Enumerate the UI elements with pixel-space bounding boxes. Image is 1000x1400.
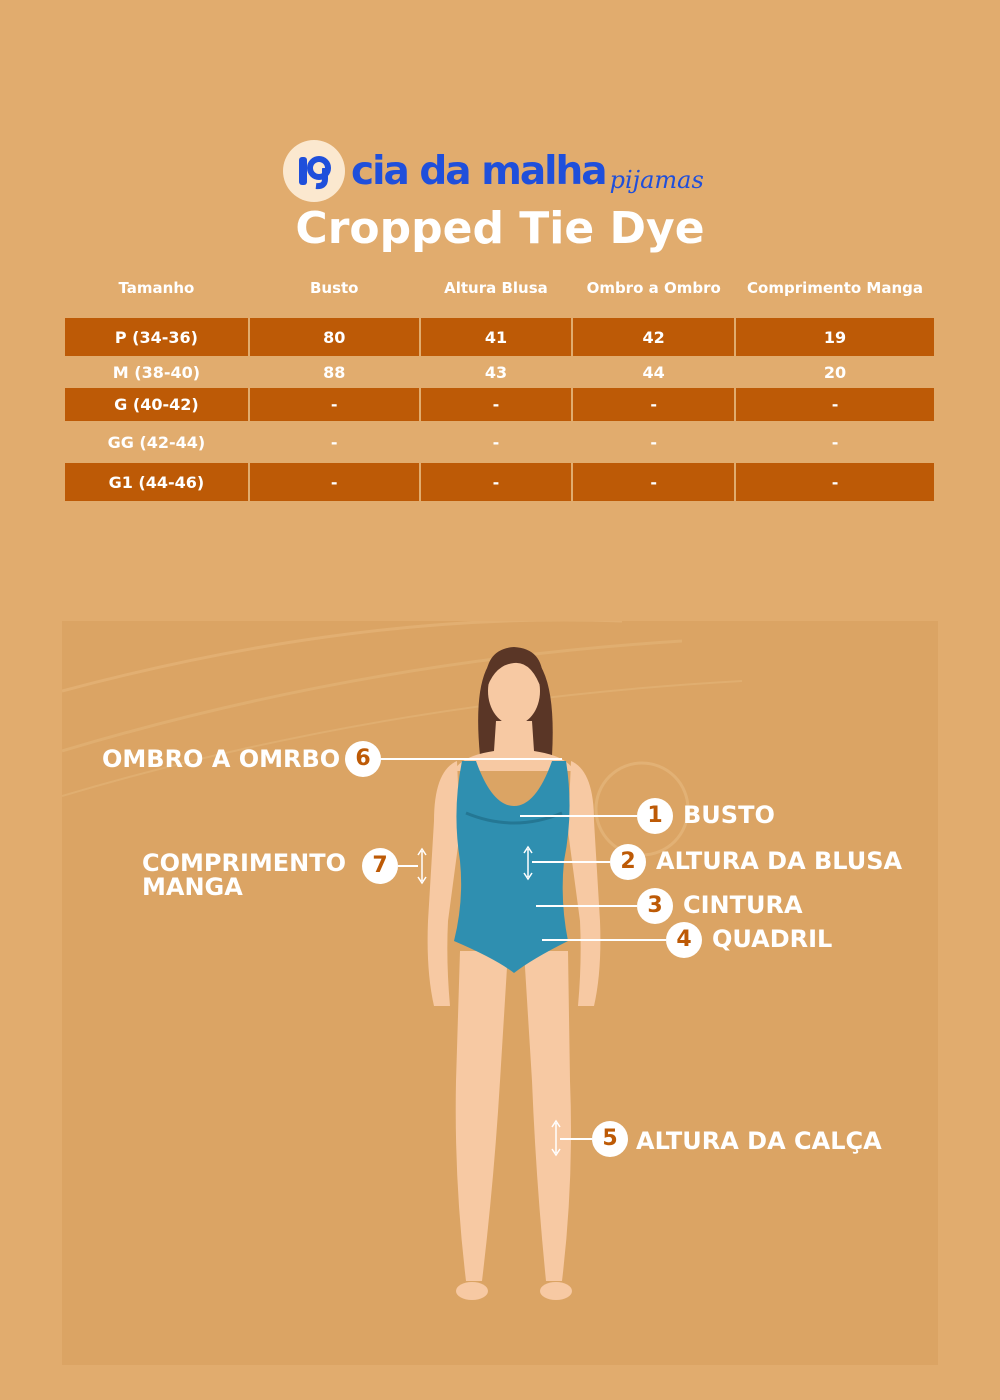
brand-sub: pijamas [609,166,704,194]
page-title: Cropped Tie Dye [295,203,705,254]
kg-logo-icon [283,140,345,202]
label-ombro: OMBRO A OMRBO [102,745,341,773]
cell-busto: - [330,432,338,452]
cell-manga: 20 [823,362,847,382]
cell-busto: 88 [323,362,346,382]
col-header-altura-blusa: Altura Blusa [444,279,548,297]
size-table: Tamanho Busto Altura Blusa Ombro a Ombro… [63,268,936,501]
marker-6: 6 [345,741,381,777]
table-row: G (40-42) - - - - [65,388,934,421]
cell-altura: - [492,432,500,452]
cell-busto: 80 [249,318,419,356]
cell-manga: - [831,432,839,452]
brand-logo: cia da malha pijamas [283,138,704,204]
col-header-manga: Comprimento Manga [747,279,924,297]
cell-ombro: 44 [642,362,665,382]
cell-altura: - [420,388,572,421]
label-quadril: QUADRIL [712,925,833,953]
cell-size: M (38-40) [112,362,201,382]
col-header-ombro: Ombro a Ombro [586,279,721,297]
marker-5: 5 [592,1121,628,1157]
body-figure [62,621,743,1300]
label-comprimento: COMPRIMENTO [142,849,347,877]
table-row: G1 (44-46) - - - - [65,463,934,501]
cell-manga: - [736,463,934,501]
label-altura-blusa: ALTURA DA BLUSA [656,847,903,875]
marker-2: 2 [610,844,646,880]
marker-4: 4 [666,922,702,958]
cell-ombro: - [650,432,657,452]
cell-ombro: 42 [573,318,735,356]
label-busto: BUSTO [683,801,775,829]
cell-manga: - [736,388,934,421]
label-cintura: CINTURA [683,891,803,919]
marker-7: 7 [362,848,398,884]
table-header-row: Tamanho Busto Altura Blusa Ombro a Ombro… [65,268,934,308]
col-header-busto: Busto [309,279,359,297]
label-manga: MANGA [142,873,243,901]
cell-busto: - [249,388,419,421]
cell-size: G (40-42) [65,388,248,421]
brand-name: cia da malha [351,148,608,194]
cell-size: GG (42-44) [107,432,206,452]
cell-ombro: - [573,463,735,501]
cell-altura: - [420,463,572,501]
cell-manga: 19 [736,318,934,356]
table-row: M (38-40) 88 43 44 20 [65,356,934,388]
col-header-tamanho: Tamanho [118,279,195,297]
measurement-diagram: 6 OMBRO A OMRBO 1 BUSTO 2 ALTURA DA BLUS… [62,621,938,1365]
cell-busto: - [249,463,419,501]
cell-altura: 41 [420,318,572,356]
marker-1: 1 [637,798,673,834]
label-altura-calca: ALTURA DA CALÇA [636,1127,882,1155]
table-row: P (34-36) 80 41 42 19 [65,318,934,356]
cell-ombro: - [573,388,735,421]
marker-3: 3 [637,888,673,924]
cell-size: P (34-36) [65,318,248,356]
cell-size: G1 (44-46) [65,463,248,501]
table-row: GG (42-44) - - - - [65,421,934,463]
cell-altura: 43 [484,362,508,382]
